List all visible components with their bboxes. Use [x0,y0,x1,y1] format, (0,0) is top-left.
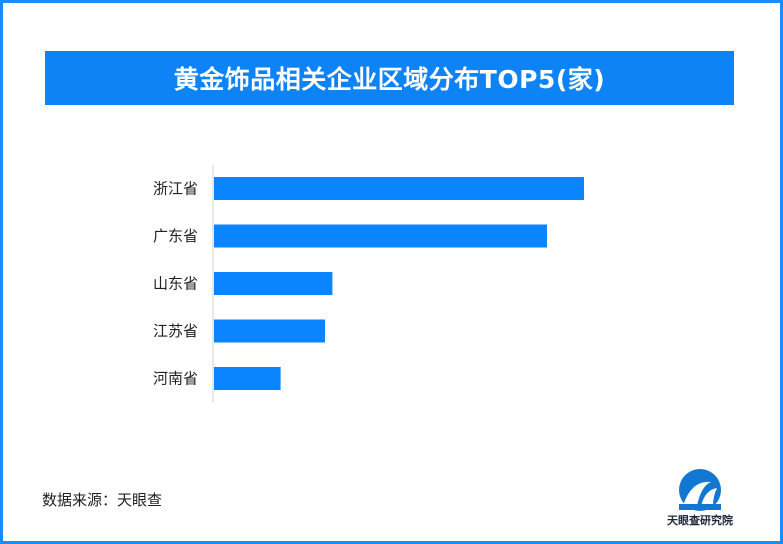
title-banner: 黄金饰品相关企业区域分布TOP5(家) [45,51,734,105]
category-label-2: 广东省 [153,227,198,245]
category-label-1: 浙江省 [153,180,198,198]
chart-title: 黄金饰品相关企业区域分布TOP5(家) [173,65,606,94]
category-label-5: 河南省 [153,370,198,388]
logo-text: 天眼查研究院 [667,514,733,527]
bar-3 [214,272,333,295]
category-label-3: 山东省 [153,275,198,293]
bar-4 [214,319,325,343]
logo-emblem-icon [679,469,721,511]
bar-1 [214,177,584,200]
bars-group [214,177,584,390]
data-source-note: 数据来源：天眼查 [42,491,163,509]
category-label-4: 江苏省 [153,322,198,340]
tianyancha-logo: 天眼查研究院 [655,466,745,532]
bar-5 [214,367,281,390]
bar-2 [214,224,547,248]
